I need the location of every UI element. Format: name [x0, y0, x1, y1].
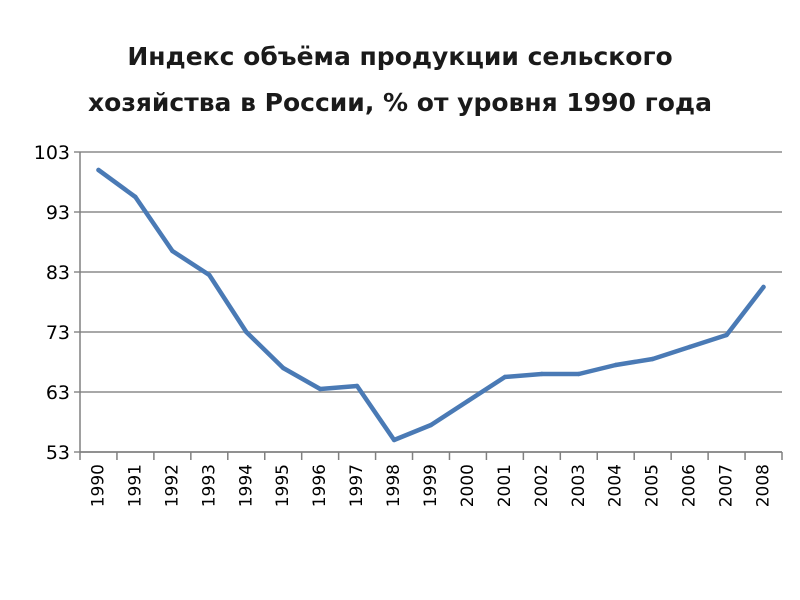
data-point [354, 383, 360, 389]
x-tick-label: 1995 [273, 464, 293, 507]
data-point [539, 371, 545, 377]
x-tick-label: 2007 [717, 464, 737, 507]
series-layer [96, 167, 766, 443]
x-tick-label: 2001 [495, 464, 515, 507]
chart-title-line-1: Индекс объёма продукции сельского [127, 42, 673, 71]
x-tick-label: 1997 [347, 464, 367, 507]
data-point [391, 437, 397, 443]
data-point [207, 272, 212, 278]
x-tick-label: 2002 [532, 464, 552, 507]
x-tick-label: 1991 [125, 464, 145, 507]
series-line [96, 167, 766, 443]
axis-layer [79, 152, 783, 460]
data-point [687, 344, 692, 350]
data-point [317, 386, 323, 392]
x-tick-label: 2000 [458, 464, 478, 507]
data-point [761, 284, 766, 290]
data-point [724, 332, 729, 338]
x-tick-label: 1999 [421, 464, 441, 507]
data-point [170, 248, 175, 254]
data-point [465, 398, 471, 404]
data-point [502, 374, 508, 380]
data-point [244, 329, 249, 335]
x-tick-label: 1990 [88, 464, 108, 507]
y-tick-label: 73 [46, 322, 70, 344]
x-tick-label: 1992 [162, 464, 182, 507]
y-tick-label: 93 [46, 202, 70, 224]
y-tick-label: 63 [46, 382, 70, 404]
x-tick-label: 2008 [754, 464, 774, 507]
chart-title-line-2: хозяйства в России, % от уровня 1990 год… [88, 88, 712, 117]
y-tick-label: 83 [46, 262, 70, 284]
grid-layer [74, 151, 782, 453]
data-point [613, 362, 618, 368]
y-tick-labels: 53 63 73 83 93 103 [34, 142, 70, 464]
data-point [428, 422, 434, 428]
y-tick-label: 53 [46, 442, 70, 464]
x-tick-label: 2004 [606, 464, 626, 507]
chart-title: Индекс объёма продукции сельского хозяйс… [0, 34, 800, 126]
x-tick-label: 2006 [680, 464, 700, 507]
x-tick-label: 1996 [310, 464, 330, 507]
x-tick-label: 2005 [643, 464, 663, 507]
data-point [650, 356, 655, 362]
x-tick-label: 1994 [236, 464, 256, 507]
y-tick-label: 103 [34, 142, 70, 164]
x-tick-label: 1998 [384, 464, 404, 507]
data-point [281, 365, 286, 371]
data-point [96, 167, 101, 173]
data-point [133, 194, 138, 200]
x-tick-labels: 1990 1991 1992 1993 1994 1995 1996 1997 1998 1999… [88, 464, 773, 507]
data-point [576, 371, 581, 377]
x-tick-label: 2003 [569, 464, 589, 507]
x-tick-label: 1993 [199, 464, 219, 507]
